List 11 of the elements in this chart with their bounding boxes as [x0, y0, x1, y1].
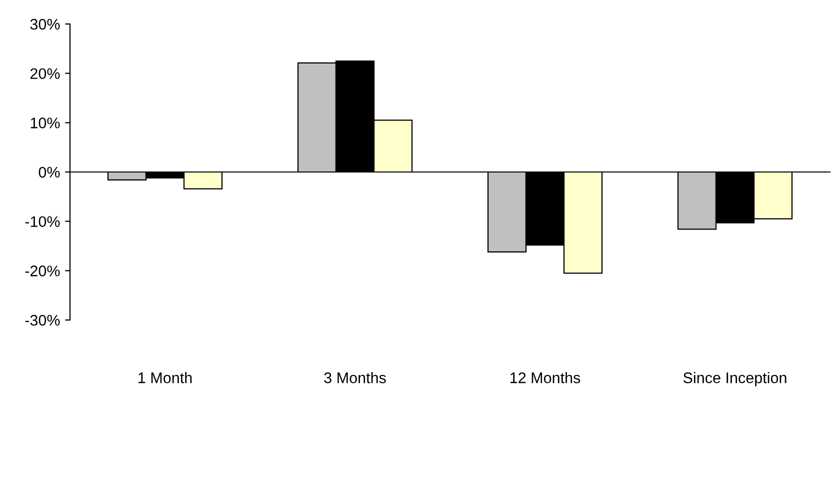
y-tick-label: -10%	[25, 216, 60, 228]
y-tick-label: -30%	[25, 314, 60, 326]
x-tick-label: 1 Month	[138, 372, 192, 384]
y-tick-label: 30%	[30, 18, 60, 30]
x-tick-label: 12 Months	[510, 372, 580, 384]
x-tick-label: Since Inception	[683, 372, 786, 386]
y-tick-label: 0%	[38, 166, 60, 178]
y-tick-label: 10%	[30, 118, 60, 128]
x-tick-label: 3 Months	[324, 372, 386, 384]
y-tick-label: -20%	[25, 266, 60, 276]
y-tick-label: 20%	[30, 68, 60, 80]
